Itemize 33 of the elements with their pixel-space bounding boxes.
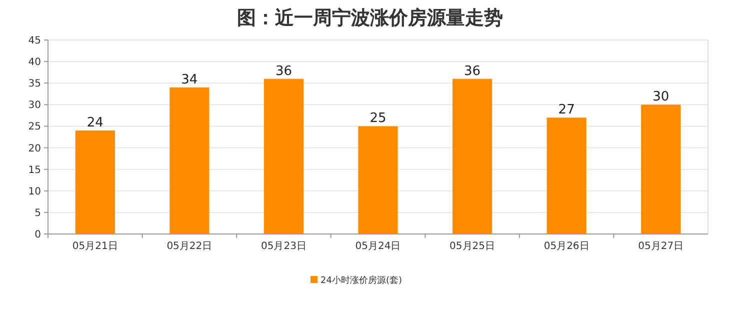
y-tick-label: 0 bbox=[34, 230, 41, 240]
y-tick-label: 30 bbox=[28, 100, 41, 112]
x-tick-label: 05月21日 bbox=[72, 241, 118, 252]
bar bbox=[170, 87, 210, 234]
x-tick-label: 05月25日 bbox=[450, 241, 496, 252]
data-label: 24 bbox=[86, 116, 104, 131]
bar bbox=[546, 118, 586, 234]
x-tick-label: 05月22日 bbox=[166, 241, 212, 252]
bar bbox=[452, 78, 492, 234]
y-tick-label: 35 bbox=[28, 78, 41, 90]
x-tick-label: 05月26日 bbox=[544, 241, 590, 252]
data-label: 34 bbox=[181, 72, 198, 88]
bar bbox=[358, 126, 398, 234]
y-tick-label: 15 bbox=[28, 164, 41, 176]
y-tick-label: 40 bbox=[28, 57, 41, 68]
data-label: 30 bbox=[652, 90, 670, 105]
chart-title: 图：近一周宁波涨价房源量走势 bbox=[237, 7, 503, 29]
bar bbox=[641, 104, 681, 234]
bar bbox=[75, 130, 115, 234]
y-tick-label: 5 bbox=[34, 208, 41, 219]
y-tick-label: 45 bbox=[28, 36, 41, 46]
data-label: 25 bbox=[370, 111, 386, 126]
data-label: 36 bbox=[275, 64, 292, 79]
legend-label: 24小时涨价房源(套) bbox=[320, 275, 402, 286]
x-tick-label: 05月27日 bbox=[638, 241, 684, 252]
x-tick-label: 05月23日 bbox=[260, 241, 306, 252]
y-tick-label: 25 bbox=[28, 122, 41, 133]
y-tick-label: 20 bbox=[28, 143, 41, 154]
x-tick-label: 05月24日 bbox=[355, 241, 401, 252]
bar bbox=[264, 78, 304, 234]
data-label: 36 bbox=[464, 64, 481, 79]
y-tick-label: 10 bbox=[28, 186, 41, 198]
data-label: 27 bbox=[558, 102, 575, 118]
